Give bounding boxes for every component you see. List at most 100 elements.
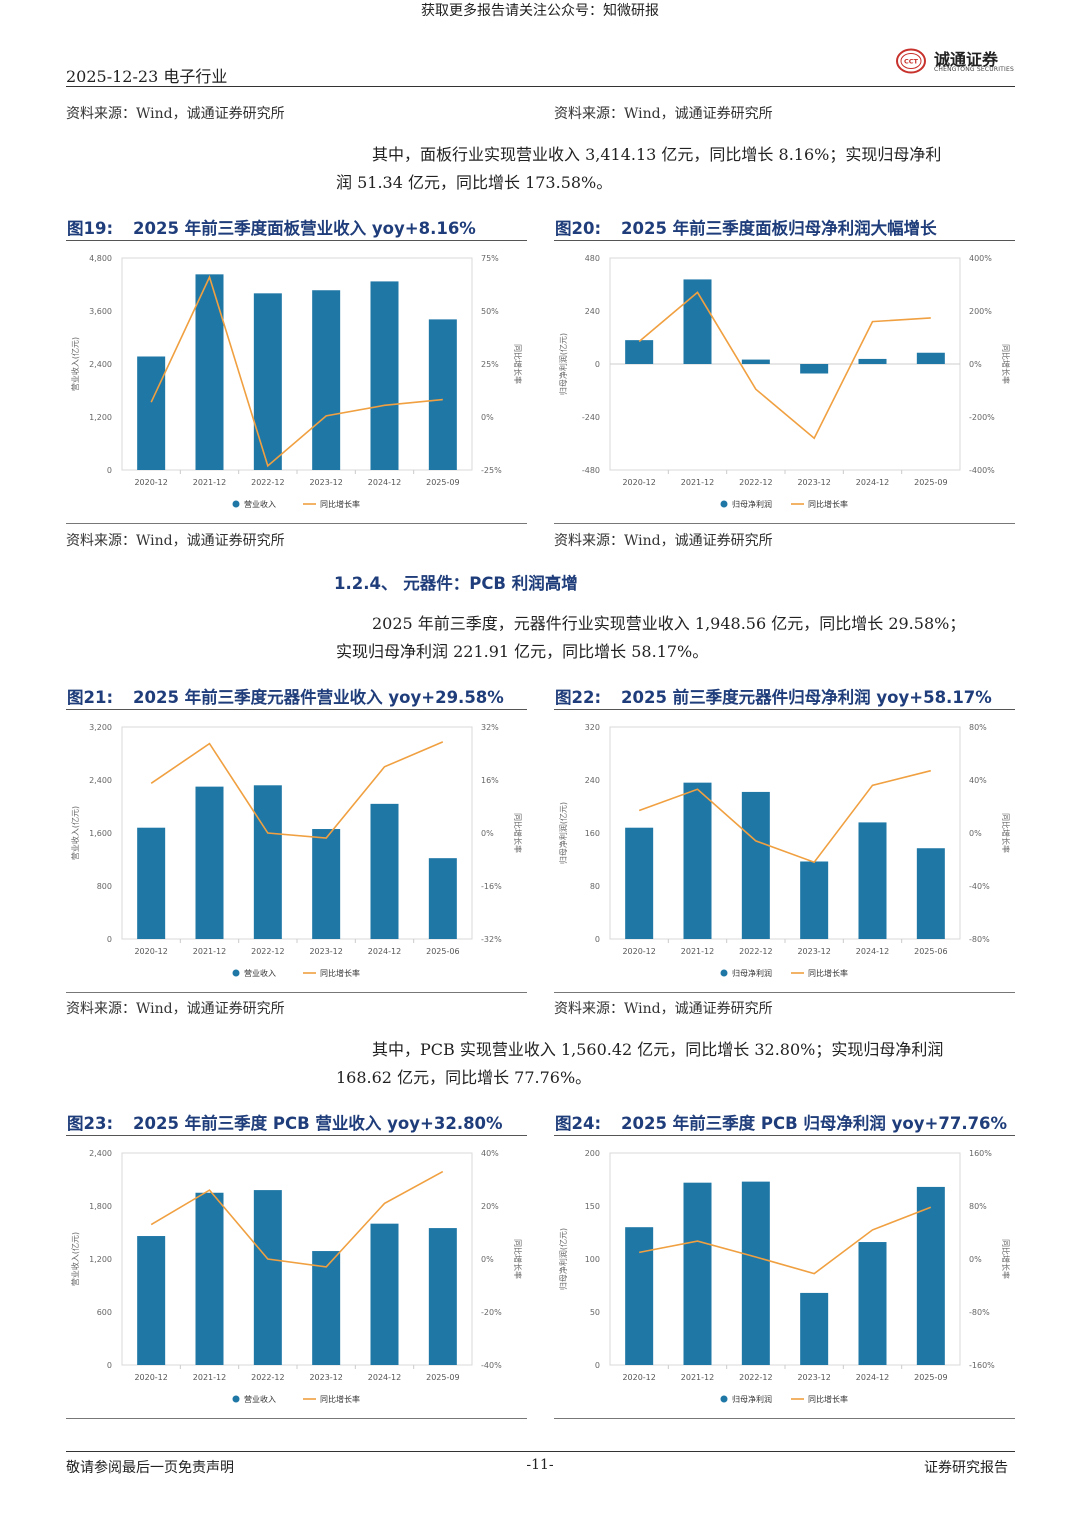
x-tick-label: 2020-12	[134, 1373, 167, 1382]
y2-tick-label: 160%	[969, 1149, 992, 1158]
figure-number: 图19:	[67, 219, 114, 238]
bar	[800, 861, 829, 939]
legend-label: 同比增长率	[320, 968, 360, 978]
x-tick-label: 2020-12	[134, 478, 167, 487]
figure-title: 图21: 2025 年前三季度元器件营业收入 yoy+29.58%	[67, 684, 504, 708]
bar	[800, 364, 829, 374]
plot-area	[121, 726, 473, 940]
bar	[741, 1181, 770, 1365]
line-series	[638, 769, 931, 864]
figure-caption: 2025 年前三季度元器件营业收入 yoy+29.58%	[133, 688, 504, 707]
y-axis-title: 营业收入(亿元)	[70, 806, 80, 860]
x-tick-label: 2022-12	[251, 947, 284, 956]
paragraph: 其中，面板行业实现营业收入 3,414.13 亿元，同比增长 8.16%；实现归…	[336, 141, 1016, 197]
y2-tick-label: -16%	[481, 882, 502, 891]
paragraph-line: 实现归母净利润 221.91 亿元，同比增长 58.17%。	[336, 642, 709, 661]
bar	[741, 359, 770, 364]
y2-tick-label: 32%	[481, 723, 499, 732]
paragraph: 其中，PCB 实现营业收入 1,560.42 亿元，同比增长 32.80%；实现…	[336, 1036, 1016, 1092]
x-tick-label: 2021-12	[681, 947, 714, 956]
y2-tick-label: 0%	[969, 1255, 982, 1264]
x-tick-label: 2022-12	[251, 1373, 284, 1382]
y2-tick-label: 0%	[481, 1255, 494, 1264]
y-axis-title: 营业收入(亿元)	[70, 1232, 80, 1286]
y2-tick-label: 40%	[481, 1149, 499, 1158]
x-tick-label: 2023-12	[797, 947, 830, 956]
y2-axis-title: 同比增长率	[1001, 344, 1011, 384]
y2-tick-label: 75%	[481, 254, 499, 263]
legend-label: 归母净利润	[732, 1394, 772, 1404]
paragraph-line: 其中，PCB 实现营业收入 1,560.42 亿元，同比增长 32.80%；实现…	[372, 1040, 944, 1059]
y2-tick-label: -32%	[481, 935, 502, 944]
y-tick-label: 160	[585, 829, 600, 838]
paragraph: 2025 年前三季度，元器件行业实现营业收入 1,948.56 亿元，同比增长 …	[336, 610, 1016, 666]
y-tick-label: 1,600	[89, 829, 112, 838]
line-series	[150, 274, 443, 468]
y2-tick-label: -40%	[481, 1361, 502, 1370]
y2-tick-label: 20%	[481, 1202, 499, 1211]
y2-tick-label: 200%	[969, 307, 992, 316]
y-tick-label: 480	[585, 254, 600, 263]
x-tick-label: 2020-12	[134, 947, 167, 956]
x-tick-label: 2023-12	[797, 478, 830, 487]
legend-label: 归母净利润	[732, 499, 772, 509]
figure-caption: 2025 年前三季度面板归母净利润大幅增长	[621, 219, 937, 238]
source-note: 资料来源：Wind，诚通证券研究所	[554, 533, 773, 549]
x-tick-label: 2021-12	[681, 1373, 714, 1382]
y-tick-label: 100	[585, 1255, 600, 1264]
y-tick-label: 320	[585, 723, 600, 732]
chart-figure-19: 0 1,200 2,400 3,600 4,800 -25% 0% 25% 50% 75% 营业收入…	[70, 254, 523, 509]
x-tick-label: 2023-12	[797, 1373, 830, 1382]
line-series	[150, 1170, 444, 1268]
figure-number: 图21:	[67, 688, 114, 707]
footer-disclaimer: 敬请参阅最后一页免责声明	[66, 1460, 234, 1476]
y-axis-title: 归母净利润(亿元)	[558, 1228, 568, 1290]
x-tick-label: 2023-12	[309, 478, 342, 487]
bar	[916, 848, 945, 939]
figure-rule	[554, 240, 1015, 241]
figure-bottom-rule	[554, 1418, 1015, 1419]
x-tick-label: 2025-09	[914, 1373, 947, 1382]
bar	[428, 319, 457, 470]
y-axis-title: 归母净利润(亿元)	[558, 802, 568, 864]
y2-tick-label: 40%	[969, 776, 987, 785]
figure-number: 图24:	[555, 1114, 602, 1133]
bar	[683, 782, 712, 939]
y2-tick-label: 0%	[969, 360, 982, 369]
y2-tick-label: 25%	[481, 360, 499, 369]
figure-rule	[554, 1135, 1015, 1136]
chart-figure-23: 0 600 1,200 1,800 2,400 -40% -20% 0% 20% 40% 营业收入(…	[70, 1149, 523, 1404]
bar	[683, 1182, 712, 1365]
legend-label: 营业收入	[244, 499, 276, 509]
y-tick-label: -240	[582, 413, 600, 422]
figure-rule	[66, 240, 527, 241]
plot-area	[609, 726, 961, 940]
x-tick-label: 2024-12	[368, 478, 401, 487]
y-tick-label: 2,400	[89, 1149, 112, 1158]
bar	[370, 281, 399, 470]
figure-title: 图20: 2025 年前三季度面板归母净利润大幅增长	[555, 215, 937, 239]
y2-tick-label: -160%	[969, 1361, 995, 1370]
bar	[370, 803, 399, 939]
section-heading: 1.2.4、 元器件：PCB 利润高增	[334, 574, 578, 593]
bar	[195, 274, 224, 470]
x-tick-label: 2025-06	[914, 947, 947, 956]
figure-bottom-rule	[554, 992, 1015, 993]
y-tick-label: 1,800	[89, 1202, 112, 1211]
y-axis-title: 营业收入(亿元)	[70, 337, 80, 391]
y-tick-label: 150	[585, 1202, 600, 1211]
legend-marker-bar	[232, 1395, 240, 1403]
plot-area	[121, 257, 473, 471]
y2-tick-label: 400%	[969, 254, 992, 263]
x-tick-label: 2024-12	[856, 1373, 889, 1382]
x-tick-label: 2020-12	[622, 947, 655, 956]
y-tick-label: 3,200	[89, 723, 112, 732]
y2-axis-title: 同比增长率	[513, 813, 523, 853]
figure-caption: 2025 年前三季度 PCB 归母净利润 yoy+77.76%	[621, 1114, 1008, 1133]
legend-label: 同比增长率	[808, 499, 848, 509]
company-logo: CCT 诚通证券 CHENGTONG SECURITIES	[896, 46, 1016, 78]
legend-label: 营业收入	[244, 1394, 276, 1404]
x-tick-label: 2024-12	[368, 947, 401, 956]
source-note: 资料来源：Wind，诚通证券研究所	[66, 1001, 285, 1017]
y2-tick-label: -80%	[969, 935, 990, 944]
